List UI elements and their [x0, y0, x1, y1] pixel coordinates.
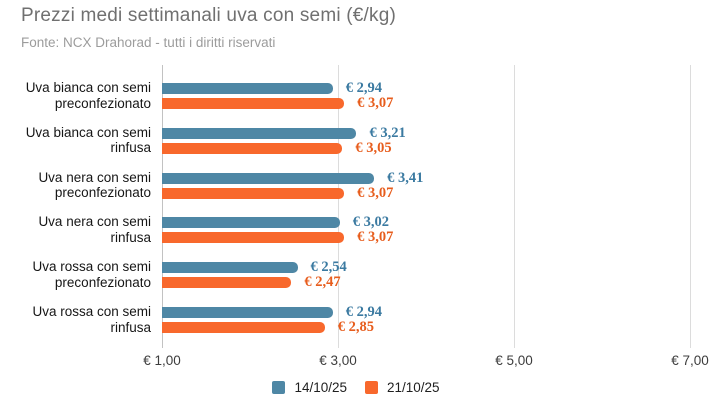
bar-row: € 2,94 [162, 80, 690, 96]
legend: 14/10/25 21/10/25 [0, 380, 712, 395]
legend-swatch [365, 381, 378, 394]
bar-series-2 [162, 322, 325, 333]
bar-series-1 [162, 172, 375, 184]
bar-series-1 [162, 307, 333, 318]
category-label: Uva rossa con semi preconfezionato [32, 259, 151, 290]
bar-row: € 2,94 [162, 304, 690, 320]
bar-value-label: € 2,54 [310, 259, 347, 276]
bar-group: Uva rossa con semi preconfezionato € 2,54 €… [32, 259, 690, 291]
legend-swatch [272, 381, 286, 394]
bar-row: € 2,85 [162, 319, 690, 335]
legend-item: 14/10/25 [272, 380, 347, 395]
x-tick-label: € 7,00 [671, 353, 709, 368]
bar-value-label: € 3,07 [357, 229, 394, 246]
bar-value-label: € 3,21 [369, 124, 406, 141]
bar-series-1 [162, 83, 333, 94]
plot-area: € 1,00 € 3,00 € 5,00 € 7,00 Uva bianca con s… [26, 65, 709, 368]
bar-group: Uva nera con semi rinfusa € 3,02 € 3,07 [38, 214, 690, 246]
bar-row: € 3,21 [162, 124, 690, 141]
y-axis-baseline [162, 65, 163, 348]
bar-value-label: € 2,94 [345, 304, 382, 320]
bar-row: € 2,54 [162, 259, 690, 276]
bar-group: Uva nera con semi preconfezionato € 3,41 € … [38, 169, 690, 201]
x-tick-label: € 1,00 [143, 353, 181, 368]
x-tick-label: € 5,00 [495, 353, 533, 368]
category-label: Uva bianca con semi preconfezionato [25, 80, 151, 111]
bar-row: € 3,41 [162, 169, 690, 186]
bar-series-1 [162, 262, 298, 274]
bar-value-label: € 3,02 [352, 214, 389, 231]
bar-group: Uva bianca con semi preconfezionato € 2,94… [26, 80, 690, 111]
bar-series-1 [162, 217, 340, 229]
bar-row: € 3,02 [162, 214, 690, 231]
bar-series-2 [162, 142, 343, 154]
bar-series-2 [162, 187, 345, 199]
bar-value-label: € 2,47 [304, 274, 341, 291]
gridline [690, 65, 691, 348]
chart-subtitle: Fonte: NCX Drahorad - tutti i diritti ri… [21, 35, 276, 50]
bar-value-label: € 2,94 [345, 80, 382, 96]
bar-series-1 [162, 127, 357, 139]
bar-row: € 3,07 [162, 95, 690, 111]
bar-series-2 [162, 277, 292, 289]
category-label: Uva nera con semi rinfusa [38, 214, 151, 245]
x-tick-label: € 3,00 [319, 353, 357, 368]
bar-group: Uva bianca con semi rinfusa € 3,21 € 3,05 [26, 124, 690, 156]
chart-title: Prezzi medi settimanali uva con semi (€/… [21, 5, 397, 26]
legend-item: 21/10/25 [365, 380, 440, 395]
bar-row: € 3,07 [162, 229, 690, 246]
legend-label: 21/10/25 [387, 380, 440, 395]
gridline [514, 65, 515, 348]
bar-value-label: € 3,07 [357, 184, 394, 201]
bar-value-label: € 2,85 [337, 319, 375, 335]
bar-row: € 3,05 [162, 139, 690, 156]
bar-group: Uva rossa con semi rinfusa € 2,94 € 2,85 [32, 304, 690, 335]
category-label: Uva nera con semi preconfezionato [38, 169, 151, 201]
legend-label: 14/10/25 [294, 380, 347, 395]
category-label: Uva rossa con semi rinfusa [32, 304, 151, 335]
bar-row: € 2,47 [162, 274, 690, 291]
bar-value-label: € 3,07 [357, 95, 394, 111]
bar-value-label: € 3,41 [387, 169, 424, 186]
category-label: Uva bianca con semi rinfusa [25, 124, 151, 156]
bar-value-label: € 3,05 [355, 139, 392, 156]
bar-series-2 [162, 232, 345, 244]
bar-row: € 3,07 [162, 184, 690, 201]
gridline [338, 65, 339, 348]
bar-series-2 [162, 98, 345, 109]
